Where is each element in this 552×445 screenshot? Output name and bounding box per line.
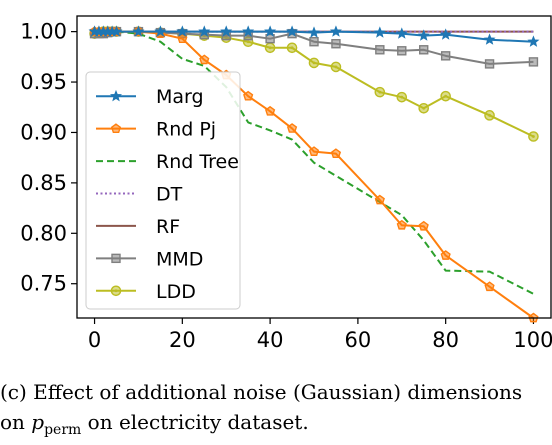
- data-point: [331, 39, 341, 49]
- axis-ticks: 0 20 40 60 80 100 0.75 0.80 0.85 0.90 0.95 1.00: [20, 20, 552, 352]
- data-point: [417, 29, 430, 41]
- x-tick-label: 40: [257, 328, 284, 352]
- caption-line-2-prefix: on: [0, 410, 32, 434]
- y-tick-label: 0.80: [20, 221, 67, 245]
- data-point: [220, 25, 233, 37]
- data-point: [419, 45, 429, 55]
- data-point: [265, 105, 276, 116]
- legend-box: [85, 71, 241, 310]
- data-point: [307, 26, 321, 38]
- plot-area-frame: [76, 15, 552, 319]
- data-point: [374, 194, 385, 205]
- caption-symbol: p: [31, 410, 45, 434]
- data-point: [484, 59, 495, 69]
- data-point: [243, 90, 254, 101]
- data-point: [374, 86, 386, 98]
- legend-entry: DT: [96, 184, 183, 206]
- data-point: [176, 25, 189, 37]
- legend-entry: LDD: [96, 281, 196, 303]
- y-tick-label: 1.00: [20, 20, 67, 44]
- data-point: [484, 281, 495, 292]
- legend-marker: [111, 253, 121, 264]
- data-point: [177, 33, 188, 44]
- data-point: [418, 220, 429, 231]
- data-point: [309, 37, 319, 47]
- data-point: [440, 51, 451, 61]
- data-point: [330, 61, 342, 73]
- data-point: [154, 25, 167, 37]
- data-point: [330, 148, 342, 158]
- x-tick-label: 20: [169, 328, 196, 352]
- legend-entry: Rnd Tree: [96, 151, 239, 173]
- data-point: [308, 146, 320, 156]
- data-point: [396, 219, 407, 230]
- data-point: [242, 25, 255, 37]
- data-point: [286, 25, 299, 37]
- legend-entry: Marg: [96, 86, 204, 108]
- series-marg: [88, 25, 540, 47]
- legend: Marg Rnd Pj Rnd Tree DT RF MMD LDD: [85, 71, 241, 310]
- data-point: [440, 90, 451, 102]
- legend-marker: [110, 285, 122, 297]
- data-point: [264, 25, 277, 37]
- data-point: [286, 123, 298, 133]
- legend-marker: [109, 89, 123, 102]
- data-point: [527, 35, 540, 47]
- series-line: [94, 30, 534, 295]
- data-point: [264, 42, 276, 54]
- legend-label: DT: [156, 184, 183, 206]
- caption-line-1: (c) Effect of additional noise (Gaussian…: [0, 380, 523, 404]
- series-rnd-tree: [94, 30, 534, 295]
- plot-series: [88, 25, 540, 323]
- data-point: [199, 54, 210, 65]
- y-tick-label: 0.75: [20, 272, 67, 296]
- legend-label: Marg: [156, 86, 204, 108]
- caption-line-2-suffix: on electricity dataset.: [81, 410, 309, 434]
- data-point: [484, 110, 495, 121]
- data-point: [440, 250, 451, 260]
- data-point: [439, 28, 452, 40]
- legend-label: LDD: [156, 281, 196, 303]
- x-tick-label: 100: [513, 328, 552, 352]
- data-point: [329, 25, 342, 37]
- legend-entry: Rnd Pj: [96, 119, 216, 141]
- y-tick-label: 0.95: [20, 70, 67, 94]
- legend-marker: [110, 123, 122, 133]
- x-tick-label: 80: [432, 328, 459, 352]
- data-point: [373, 26, 386, 38]
- legend-label: Rnd Tree: [156, 151, 239, 173]
- data-point: [395, 27, 408, 39]
- legend-label: MMD: [156, 248, 203, 270]
- caption-line-2: on pperm on electricity dataset.: [0, 407, 552, 445]
- y-tick-label: 0.85: [20, 171, 67, 195]
- data-point: [132, 25, 145, 37]
- data-point: [110, 25, 123, 37]
- x-tick-label: 60: [345, 328, 372, 352]
- data-point: [286, 42, 298, 54]
- data-point: [483, 33, 496, 45]
- legend-label: RF: [156, 216, 180, 238]
- data-point: [528, 57, 539, 67]
- x-tick-label: 0: [88, 328, 101, 352]
- data-point: [265, 33, 275, 44]
- data-point: [198, 25, 211, 37]
- data-point: [375, 45, 385, 55]
- data-point: [418, 102, 430, 114]
- data-point: [396, 91, 408, 103]
- data-point: [397, 46, 407, 56]
- legend-label: Rnd Pj: [156, 119, 216, 141]
- caption-subscript: perm: [44, 422, 82, 438]
- figure-caption: (c) Effect of additional noise (Gaussian…: [0, 377, 552, 445]
- y-tick-label: 0.90: [20, 120, 67, 144]
- figure: 0 20 40 60 80 100 0.75 0.80 0.85 0.90 0.95 1.00 Mar…: [20, 15, 552, 352]
- data-point: [528, 131, 539, 142]
- data-point: [308, 57, 320, 69]
- legend-entry: MMD: [96, 248, 203, 270]
- legend-entry: RF: [96, 216, 180, 238]
